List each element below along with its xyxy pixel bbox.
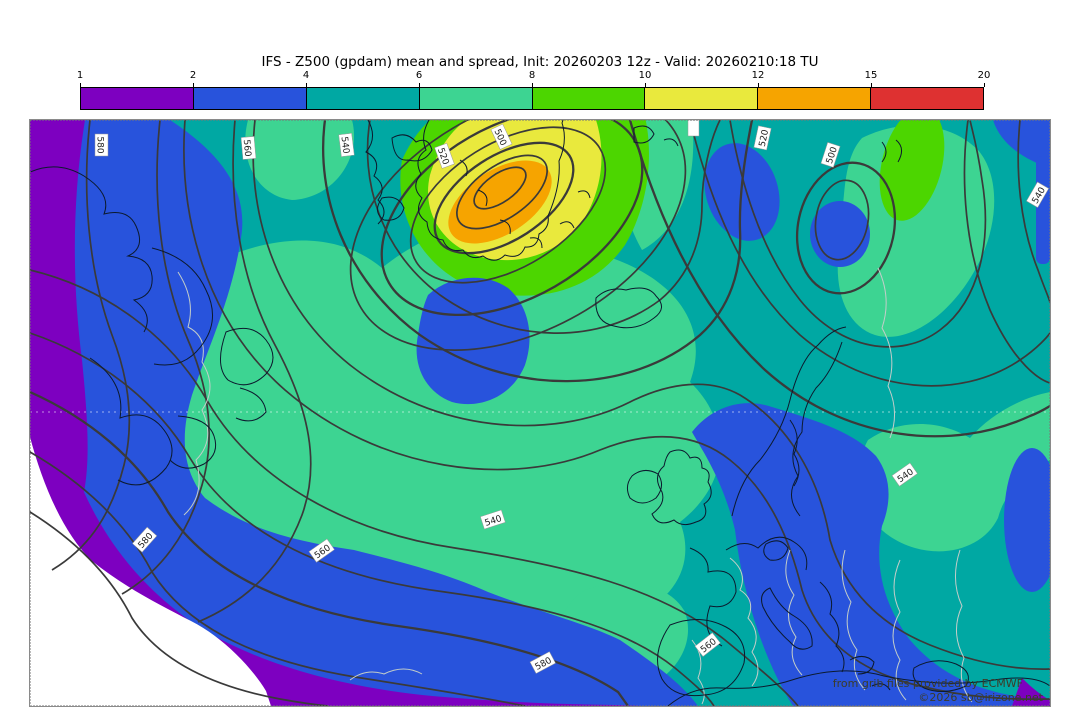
svg-text:560: 560 xyxy=(241,139,252,157)
colorbar-tick-20: 20 xyxy=(977,70,991,81)
colorbar-tickmark-12 xyxy=(757,83,759,87)
contour-label-540-7: 540 xyxy=(1026,181,1050,208)
colorbar-tickmark-4 xyxy=(305,83,307,87)
svg-text:580: 580 xyxy=(95,136,105,153)
svg-text:520: 520 xyxy=(758,129,771,148)
colorbar-tick-10: 10 xyxy=(638,70,652,81)
colorbar-segment-15-20 xyxy=(871,88,983,109)
colorbar-tickmark-10 xyxy=(644,83,646,87)
svg-text:540: 540 xyxy=(339,136,351,155)
colorbar-tick-8: 8 xyxy=(528,70,536,81)
colorbar-tickmark-2 xyxy=(192,83,194,87)
contour-label-500-6: 500 xyxy=(820,142,841,168)
map-frame xyxy=(30,120,1050,706)
z500-mean-contours xyxy=(30,120,1050,706)
contour-label-520-5: 520 xyxy=(753,125,772,151)
coastlines xyxy=(30,120,1050,706)
chart-title: IFS - Z500 (gpdam) mean and spread, Init… xyxy=(261,54,819,70)
clipped-contour-label xyxy=(687,120,700,137)
colorbar-tick-labels: 1 2 4 6 8 10 12 15 20 xyxy=(76,70,991,84)
spread-colorbar: 1 2 4 6 8 10 12 15 20 xyxy=(76,70,991,110)
colorbar-segment-6-8 xyxy=(419,88,533,109)
colorbar-segment-2-4 xyxy=(193,88,307,109)
attribution-source: from grib files provided by ECMWF xyxy=(833,677,1023,690)
z500-map: 580 560 540 520 500 520 500 540 540 560 580 540 560 5… xyxy=(29,119,1051,707)
colorbar-segments xyxy=(80,87,984,110)
colorbar-tick-15: 15 xyxy=(864,70,878,81)
colorbar-tick-6: 6 xyxy=(415,70,423,81)
domain-cut-corner xyxy=(30,437,271,706)
colorbar-segment-10-12 xyxy=(645,88,759,109)
colorbar-tick-12: 12 xyxy=(751,70,765,81)
contour-label-540-2: 540 xyxy=(338,132,355,157)
colorbar-tick-1: 1 xyxy=(76,70,84,81)
contour-label-560-1: 560 xyxy=(241,136,257,160)
colorbar-tickmark-6 xyxy=(418,83,420,87)
contour-label-580-0: 580 xyxy=(95,133,109,157)
colorbar-segment-12-15 xyxy=(758,88,872,109)
colorbar-tickmark-15 xyxy=(870,83,872,87)
attribution-copyright: ©2026 sb@irizone.net xyxy=(918,691,1043,704)
colorbar-tickmark-1 xyxy=(79,83,81,87)
colorbar-tick-marks xyxy=(79,83,985,87)
colorbar-tick-4: 4 xyxy=(302,70,310,81)
colorbar-tickmark-8 xyxy=(531,83,533,87)
colorbar-segment-1-2 xyxy=(81,88,194,109)
colorbar-tick-2: 2 xyxy=(189,70,197,81)
colorbar-tickmark-20 xyxy=(983,83,985,87)
colorbar-segment-8-10 xyxy=(532,88,646,109)
colorbar-segment-4-6 xyxy=(306,88,420,109)
